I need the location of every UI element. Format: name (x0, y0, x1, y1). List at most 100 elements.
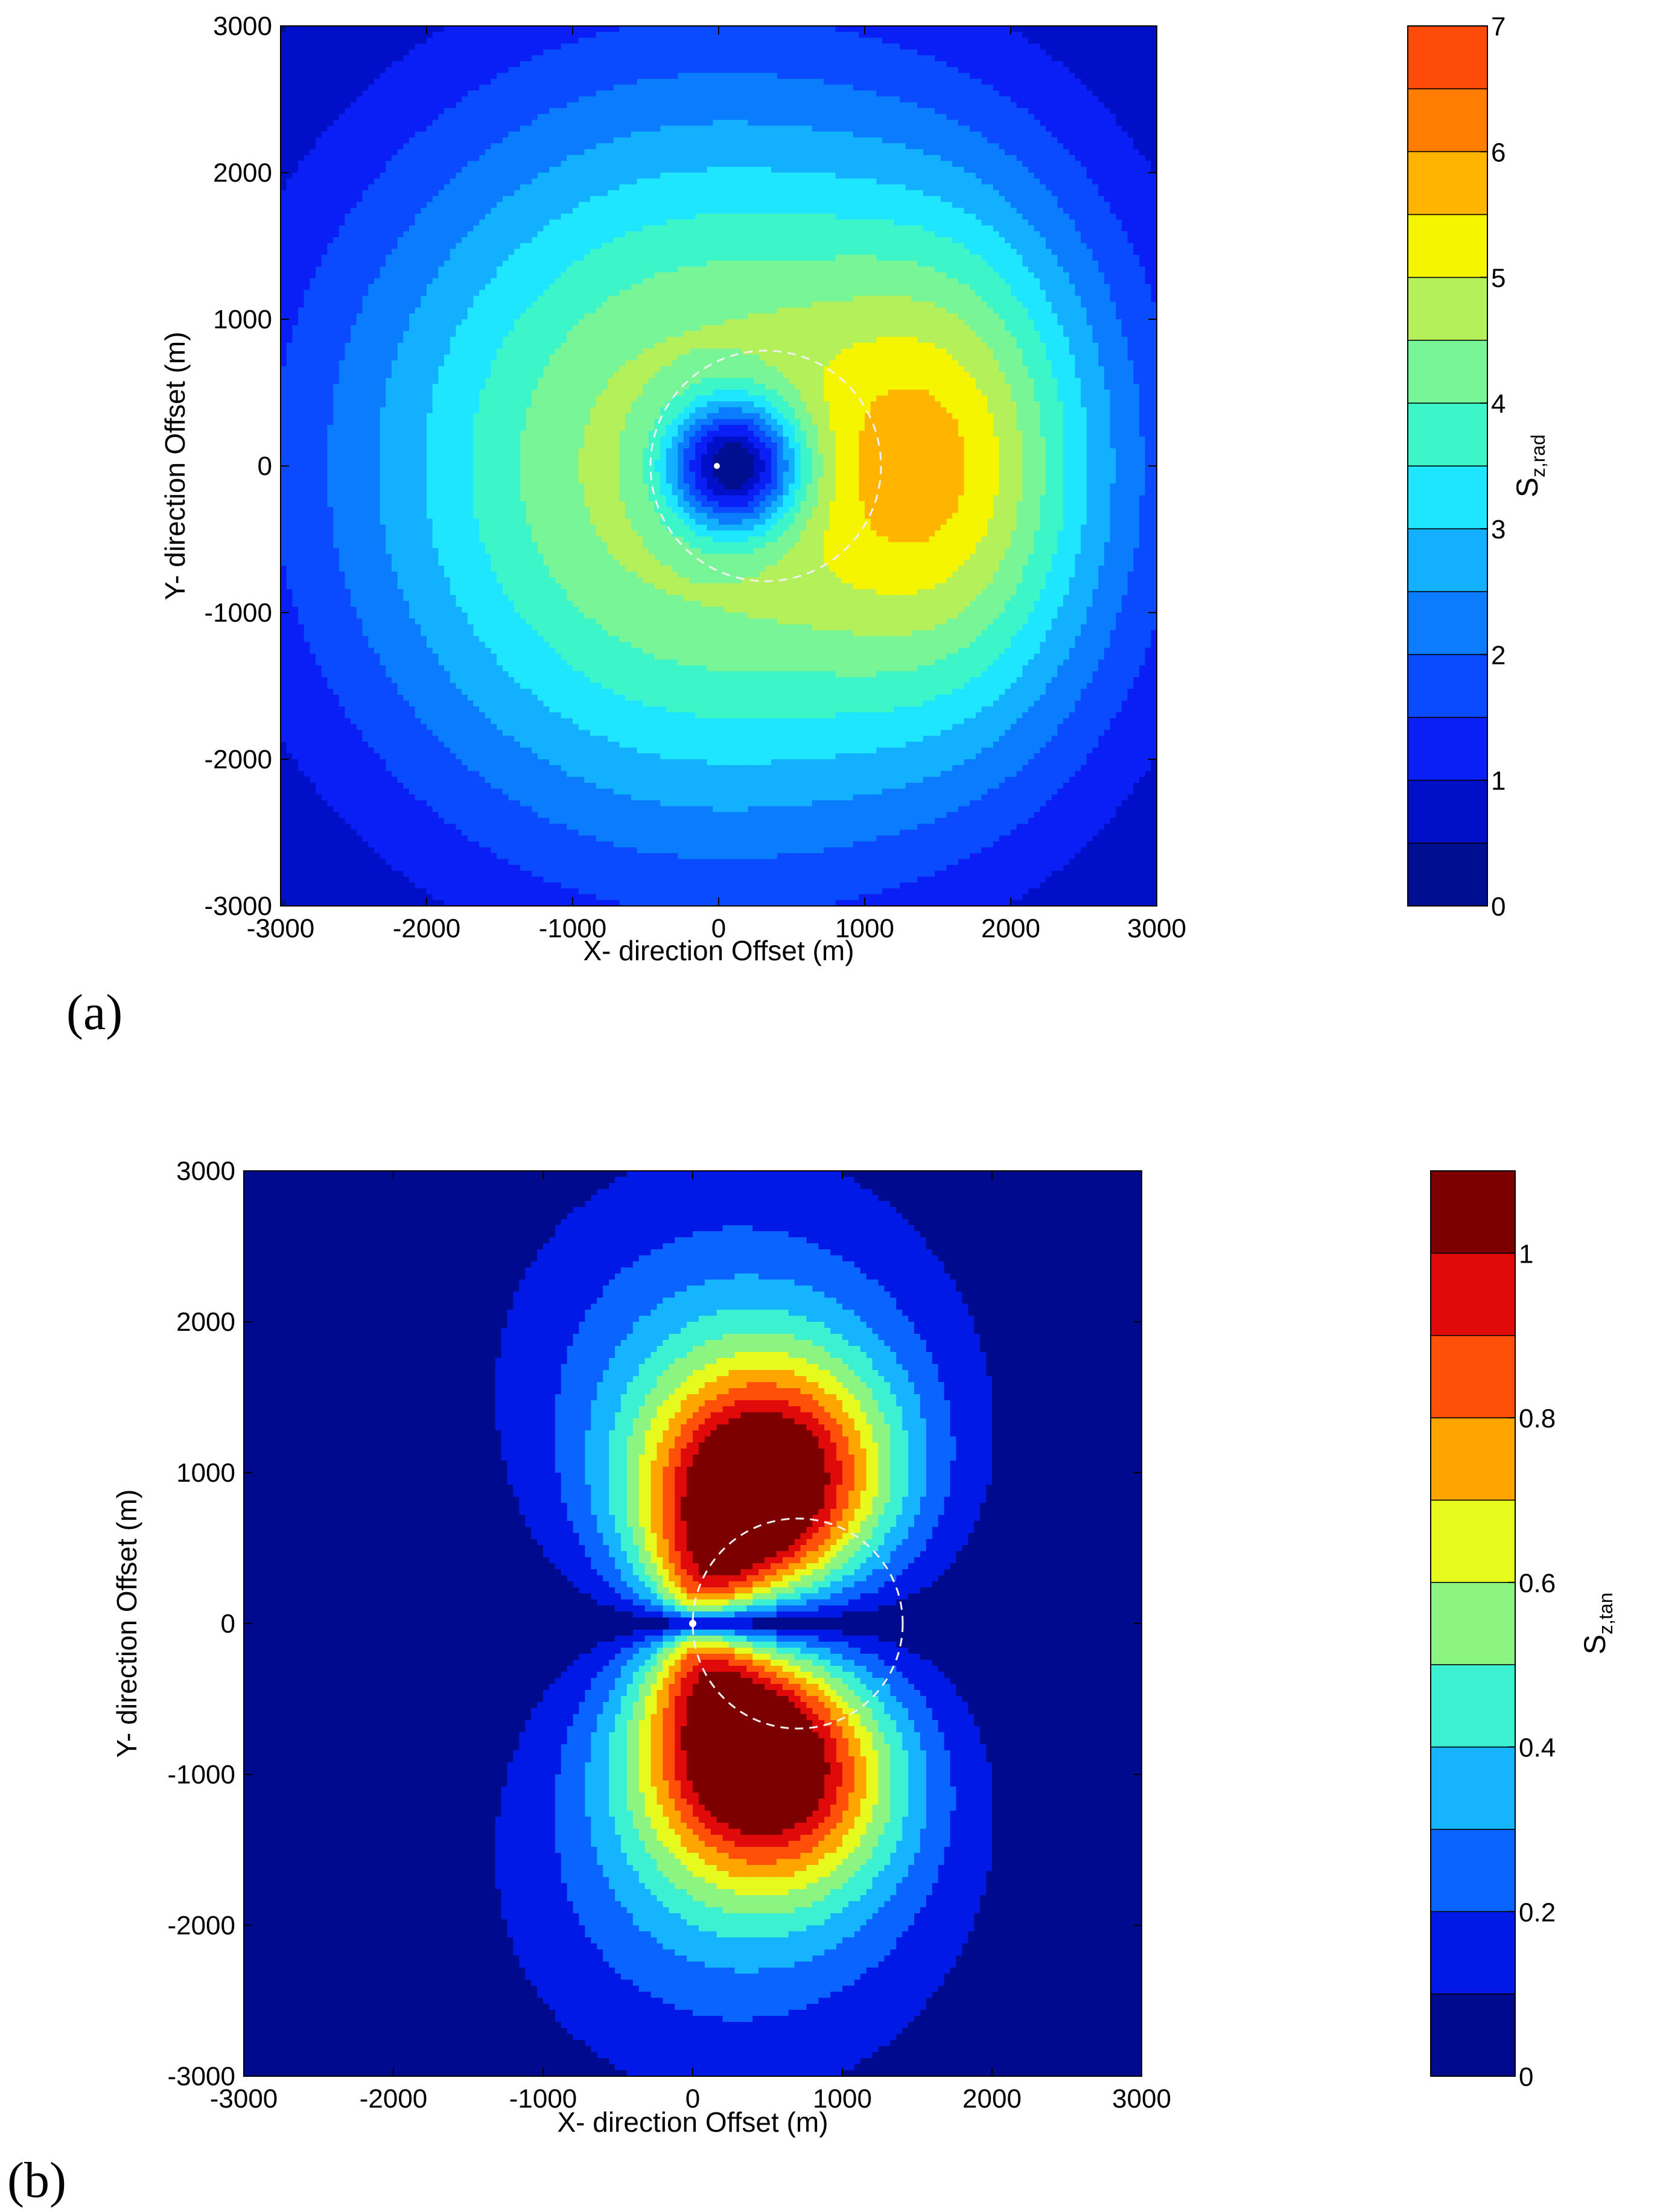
field-cell (689, 49, 696, 56)
field-cell (888, 61, 894, 68)
field-cell (532, 120, 538, 126)
field-cell (935, 78, 941, 85)
field-cell (981, 72, 988, 80)
field-cell (824, 31, 830, 39)
field-cell (847, 131, 854, 138)
field-cell (631, 184, 638, 191)
field-cell (648, 43, 655, 50)
field-cell (567, 208, 573, 214)
field-cell (1040, 178, 1046, 185)
field-cell (619, 202, 626, 208)
field-cell (946, 49, 953, 56)
field-cell (485, 214, 492, 220)
field-cell (1016, 26, 1023, 33)
field-cell (865, 37, 871, 44)
field-cell (876, 196, 883, 203)
field-cell (754, 173, 760, 179)
field-cell (1145, 49, 1151, 56)
field-cell (397, 78, 404, 85)
field-cell (987, 113, 994, 121)
field-cell (316, 96, 322, 103)
field-cell (946, 149, 953, 156)
field-cell (561, 126, 567, 132)
field-cell (654, 31, 661, 39)
field-cell (479, 214, 486, 220)
field-cell (824, 202, 830, 208)
field-cell (929, 214, 935, 220)
field-cell (339, 202, 346, 208)
field-cell (975, 155, 982, 162)
field-cell (397, 219, 404, 226)
field-cell (1028, 67, 1035, 74)
field-cell (485, 131, 492, 138)
field-cell (508, 161, 515, 167)
field-cell (847, 37, 854, 44)
field-cell (520, 84, 527, 91)
field-cell (946, 84, 953, 91)
field-cell (362, 102, 369, 109)
field-cell (608, 184, 614, 191)
field-cell (362, 31, 369, 39)
field-cell (748, 67, 754, 74)
field-cell (672, 173, 678, 179)
field-cell (648, 78, 655, 85)
field-cell (1028, 90, 1035, 97)
field-cell (427, 202, 433, 208)
field-cell (952, 126, 959, 132)
field-cell (432, 120, 439, 126)
field-cell (479, 26, 486, 33)
field-cell (1028, 55, 1035, 62)
field-cell (748, 61, 754, 68)
field-cell (853, 149, 859, 156)
field-cell (701, 214, 708, 220)
field-cell (794, 84, 801, 91)
field-cell (537, 26, 544, 33)
field-cell (327, 102, 334, 109)
field-cell (754, 26, 760, 33)
field-cell (917, 161, 924, 167)
field-cell (1075, 84, 1081, 91)
field-cell (748, 84, 754, 91)
field-cell (479, 72, 486, 80)
field-cell (333, 113, 340, 121)
field-cell (1098, 155, 1105, 162)
field-cell (724, 72, 731, 80)
field-cell (970, 102, 976, 109)
field-cell (859, 37, 865, 44)
field-cell (1011, 102, 1017, 109)
field-cell (660, 43, 667, 50)
field-cell (829, 214, 836, 220)
field-cell (654, 126, 661, 132)
field-cell (497, 113, 503, 121)
field-cell (637, 96, 643, 103)
field-cell (561, 31, 567, 39)
field-cell (1081, 202, 1087, 208)
field-cell (1116, 149, 1122, 156)
field-cell (1011, 96, 1017, 103)
field-cell (1069, 61, 1076, 68)
field-cell (1081, 90, 1087, 97)
field-cell (637, 131, 643, 138)
field-cell (771, 143, 778, 150)
field-cell (829, 167, 836, 173)
field-cell (1145, 78, 1151, 85)
field-cell (759, 96, 766, 103)
field-cell (1151, 184, 1157, 191)
field-cell (450, 96, 456, 103)
field-cell (1016, 178, 1023, 185)
field-cell (561, 173, 567, 179)
field-cell (450, 84, 456, 91)
field-cell (479, 131, 486, 138)
field-cell (975, 161, 982, 167)
field-cell (479, 196, 486, 203)
field-cell (648, 126, 655, 132)
field-cell (304, 137, 310, 144)
field-cell (537, 61, 544, 68)
field-cell (508, 78, 515, 85)
field-cell (1022, 102, 1029, 109)
field-cell (578, 214, 585, 220)
field-cell (911, 167, 918, 173)
field-cell (491, 102, 497, 109)
field-cell (882, 131, 889, 138)
field-cell (1046, 173, 1052, 179)
